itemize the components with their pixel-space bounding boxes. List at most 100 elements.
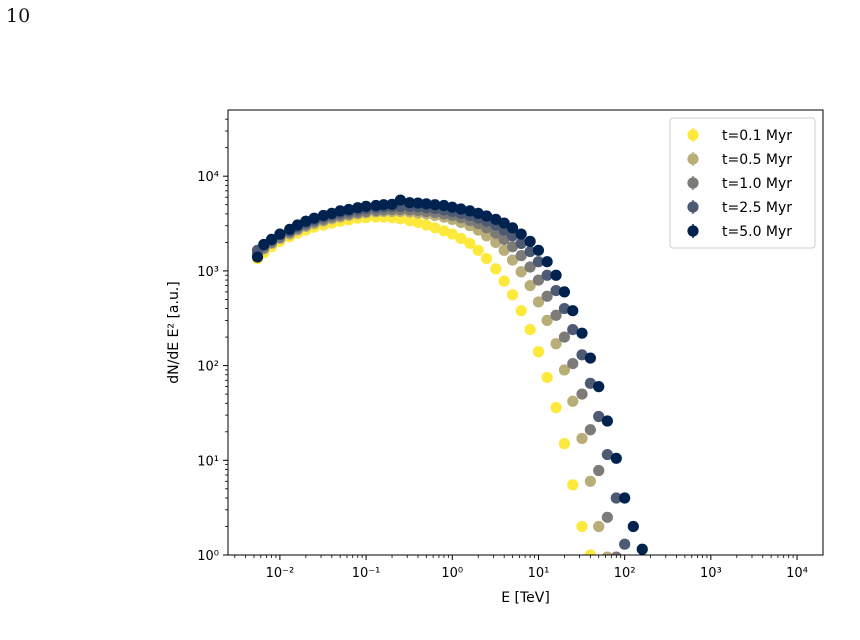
data-point — [558, 364, 571, 376]
data-point — [394, 194, 406, 206]
data-point — [515, 228, 527, 240]
y-tick-label: 10² — [197, 360, 219, 375]
data-point — [584, 549, 596, 555]
x-tick-label: 10⁻¹ — [352, 566, 381, 581]
data-point — [602, 551, 613, 555]
data-point — [532, 244, 545, 256]
data-point — [532, 296, 545, 308]
data-point — [420, 219, 432, 231]
data-point — [404, 214, 416, 227]
x-tick-label: 10⁻² — [266, 566, 295, 581]
data-point — [558, 438, 571, 450]
axis-ticks: 10⁻² 10⁻¹ 10⁰ 10¹ 10² 10³ 10⁴ 10⁰ 10¹ 10² 10³ 10⁴ — [197, 118, 808, 581]
data-point — [532, 274, 545, 286]
data-point — [412, 197, 424, 209]
legend-box — [669, 117, 816, 249]
data-point — [610, 452, 622, 464]
data-point — [446, 201, 458, 213]
data-point — [584, 475, 596, 487]
data-point — [515, 237, 527, 250]
data-point — [532, 256, 545, 268]
data-point — [464, 237, 476, 250]
data-point — [498, 217, 510, 229]
data-point — [334, 205, 346, 217]
data-point — [558, 331, 571, 343]
y-tick-label: 10¹ — [197, 454, 219, 469]
series-t-5-0-myr — [251, 194, 648, 555]
data-point — [541, 371, 553, 384]
series-t-0-5-myr — [251, 205, 613, 555]
data-point — [601, 511, 613, 523]
x-tick-label: 10¹ — [528, 566, 550, 581]
y-tick-label: 10⁴ — [197, 170, 219, 185]
legend-label: t=5.0 Myr — [722, 224, 792, 240]
data-point — [506, 289, 519, 301]
data-point — [506, 230, 519, 242]
data-point — [515, 266, 527, 278]
data-point — [429, 199, 441, 211]
data-point — [532, 346, 545, 358]
data-point — [550, 338, 562, 350]
data-point — [550, 284, 562, 297]
legend: t=0.1 Myr t=0.5 Myr t=1.0 Myr t=2.5 Myr t=5.… — [669, 117, 816, 249]
data-point — [584, 352, 596, 364]
data-point — [480, 230, 493, 242]
y-axis-label: dN/dE E² [a.u.] — [166, 281, 182, 383]
plot-area-frame — [227, 109, 824, 556]
data-point — [506, 241, 519, 253]
data-point — [378, 199, 390, 211]
data-point — [541, 314, 553, 327]
data-point — [567, 305, 579, 317]
data-point — [567, 479, 579, 491]
x-tick-label: 10⁰ — [441, 566, 463, 581]
data-point — [567, 323, 579, 336]
data-point — [576, 520, 588, 533]
data-point — [352, 202, 364, 214]
data-point — [343, 203, 355, 216]
data-point — [576, 327, 588, 339]
legend-marker — [687, 201, 699, 213]
data-point — [593, 464, 605, 477]
data-point — [627, 520, 639, 533]
data-point — [593, 520, 605, 533]
x-tick-label: 10⁴ — [786, 566, 808, 581]
data-point — [429, 222, 441, 234]
series-t-2-5-myr — [251, 200, 631, 550]
data-point — [404, 197, 416, 209]
x-tick-label: 10² — [614, 566, 636, 581]
data-point — [455, 203, 467, 215]
data-point — [308, 212, 320, 224]
data-point — [550, 402, 562, 414]
y-tick-label: 10³ — [197, 265, 219, 280]
data-point — [480, 210, 493, 222]
data-point — [524, 323, 536, 336]
data-point — [490, 213, 502, 225]
page-number: 10 — [6, 5, 31, 27]
data-point — [550, 269, 562, 281]
data-point — [524, 261, 536, 273]
data-point — [636, 543, 648, 555]
y-tick-label: 10⁰ — [197, 549, 219, 564]
legend-label: t=0.5 Myr — [722, 152, 792, 168]
data-point — [524, 279, 536, 292]
legend-label: t=1.0 Myr — [722, 176, 792, 192]
legend-marker — [687, 129, 699, 141]
data-point — [480, 252, 493, 265]
data-point — [446, 228, 458, 240]
data-point — [506, 254, 519, 266]
data-point — [515, 250, 527, 262]
data-point — [541, 256, 553, 268]
data-point — [584, 424, 596, 436]
data-point — [601, 448, 613, 461]
data-point — [610, 492, 622, 504]
legend-marker — [687, 153, 699, 165]
data-point — [472, 244, 484, 256]
data-point — [524, 235, 536, 247]
data-point — [498, 275, 510, 287]
data-point — [506, 222, 519, 234]
data-point — [593, 410, 605, 423]
data-point — [274, 228, 286, 240]
legend-label: t=0.1 Myr — [722, 128, 792, 144]
data-point — [541, 290, 553, 302]
legend-label: t=2.5 Myr — [722, 200, 792, 216]
